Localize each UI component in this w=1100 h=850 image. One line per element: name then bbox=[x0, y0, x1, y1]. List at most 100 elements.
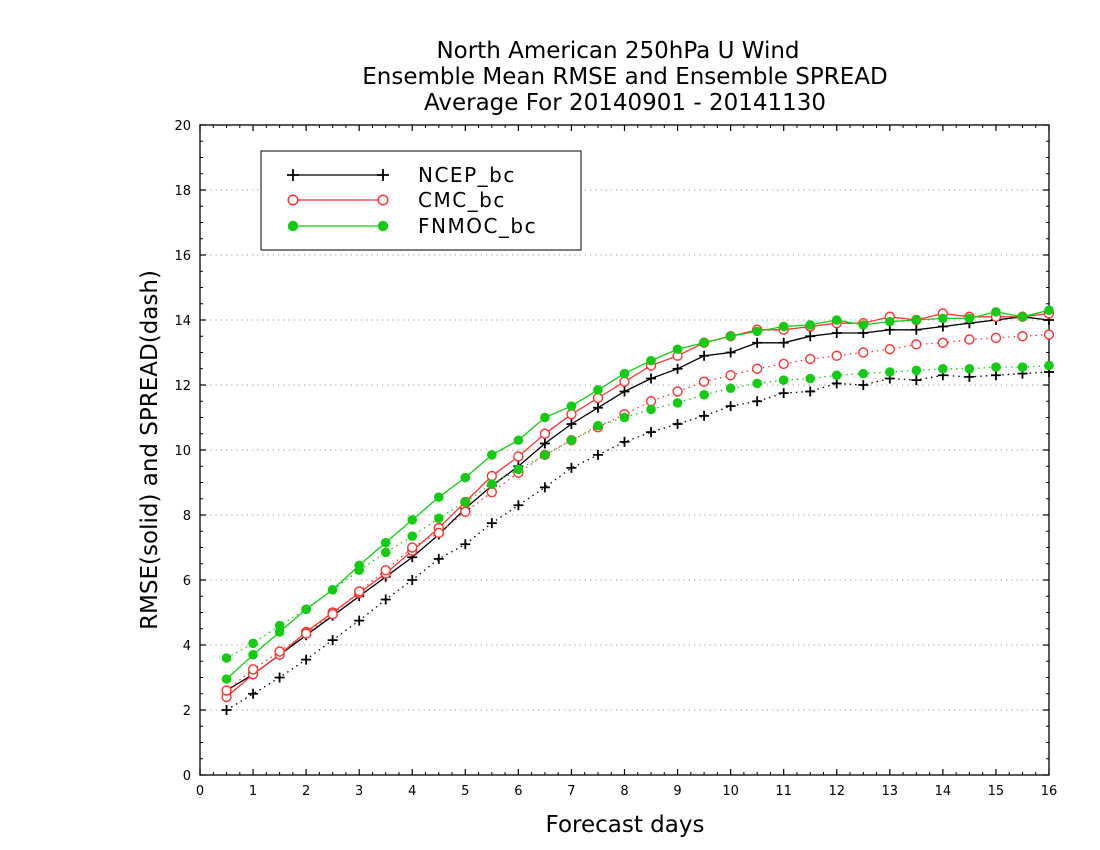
point-cmc-bc-rmse-12 bbox=[539, 428, 551, 439]
point-fnmoc-bc-spread-29 bbox=[991, 362, 1001, 372]
point-ncep-bc-spread-3 bbox=[301, 654, 312, 665]
series-fnmoc-bc-rmse bbox=[221, 305, 1054, 684]
point-cmc-bc-spread-24 bbox=[858, 347, 869, 358]
series-line-cmc-bc-spread bbox=[226, 333, 1050, 692]
y-tick-label-8: 8 bbox=[183, 509, 191, 524]
x-tick-label-12: 12 bbox=[828, 784, 845, 799]
x-tick-label-4: 4 bbox=[408, 784, 416, 799]
point-cmc-bc-spread-27 bbox=[937, 337, 949, 348]
point-fnmoc-bc-rmse-0 bbox=[221, 674, 232, 684]
point-fnmoc-bc-spread-2 bbox=[274, 620, 285, 631]
point-ncep-bc-rmse-12 bbox=[539, 438, 550, 449]
y-tick-label-2: 2 bbox=[183, 704, 191, 719]
point-fnmoc-bc-spread-22 bbox=[805, 373, 816, 384]
point-ncep-bc-spread-5 bbox=[354, 615, 365, 626]
point-cmc-bc-spread-9 bbox=[460, 506, 471, 517]
y-tick-label-20: 20 bbox=[174, 119, 191, 134]
point-cmc-bc-spread-23 bbox=[831, 350, 842, 361]
legend-marker-fnmoc-right bbox=[377, 220, 389, 232]
legend-marker-cmc-left bbox=[287, 194, 299, 206]
point-cmc-bc-rmse-15 bbox=[619, 376, 630, 387]
point-cmc-bc-spread-21 bbox=[778, 358, 789, 370]
point-cmc-bc-spread-2 bbox=[274, 646, 285, 657]
y-tick-label-16: 16 bbox=[174, 249, 191, 264]
x-tick-label-1: 1 bbox=[249, 784, 257, 799]
point-fnmoc-bc-spread-23 bbox=[831, 370, 842, 381]
point-ncep-bc-spread-8 bbox=[433, 553, 444, 564]
point-ncep-bc-spread-15 bbox=[619, 436, 630, 447]
series-fnmoc-bc-spread bbox=[221, 360, 1054, 663]
point-cmc-bc-spread-30 bbox=[1017, 331, 1028, 342]
point-fnmoc-bc-rmse-1 bbox=[248, 649, 258, 660]
point-fnmoc-bc-spread-1 bbox=[248, 638, 258, 649]
point-fnmoc-bc-rmse-27 bbox=[938, 313, 948, 324]
title-line-1: North American 250hPa U Wind bbox=[436, 38, 799, 64]
legend-marker-fnmoc-left bbox=[287, 220, 299, 232]
point-fnmoc-bc-rmse-20 bbox=[752, 326, 762, 337]
point-fnmoc-bc-rmse-10 bbox=[487, 450, 497, 460]
point-ncep-bc-spread-17 bbox=[672, 419, 683, 429]
point-fnmoc-bc-rmse-7 bbox=[407, 515, 418, 525]
point-ncep-bc-rmse-21 bbox=[778, 337, 789, 348]
plot-series bbox=[221, 305, 1055, 715]
title-line-2: Ensemble Mean RMSE and Ensemble SPREAD bbox=[362, 64, 887, 90]
point-fnmoc-bc-spread-3 bbox=[301, 604, 311, 615]
x-tick-label-16: 16 bbox=[1041, 784, 1058, 799]
x-tick-label-5: 5 bbox=[461, 784, 469, 799]
point-fnmoc-bc-rmse-9 bbox=[460, 472, 471, 483]
y-tick-label-0: 0 bbox=[183, 769, 191, 784]
point-fnmoc-bc-spread-17 bbox=[672, 398, 683, 408]
point-ncep-bc-spread-11 bbox=[513, 500, 524, 511]
point-fnmoc-bc-rmse-24 bbox=[858, 320, 869, 330]
x-tick-label-14: 14 bbox=[935, 784, 952, 799]
x-tick-label-9: 9 bbox=[673, 784, 681, 799]
point-ncep-bc-rmse-22 bbox=[805, 331, 816, 342]
point-cmc-bc-spread-6 bbox=[380, 565, 391, 576]
point-ncep-bc-spread-21 bbox=[778, 388, 789, 399]
point-fnmoc-bc-spread-10 bbox=[487, 479, 497, 489]
point-ncep-bc-spread-20 bbox=[752, 396, 763, 407]
point-fnmoc-bc-rmse-22 bbox=[805, 320, 816, 330]
point-fnmoc-bc-spread-8 bbox=[433, 513, 444, 524]
point-ncep-bc-spread-0 bbox=[221, 705, 232, 715]
chart-title: North American 250hPa U Wind Ensemble Me… bbox=[362, 38, 887, 116]
point-cmc-bc-spread-17 bbox=[672, 386, 683, 397]
point-cmc-bc-spread-10 bbox=[486, 487, 498, 498]
point-fnmoc-bc-rmse-11 bbox=[513, 435, 524, 446]
title-line-3: Average For 20140901 - 20141130 bbox=[424, 90, 826, 116]
point-fnmoc-bc-spread-6 bbox=[380, 547, 391, 558]
point-ncep-bc-rmse-20 bbox=[752, 337, 763, 348]
point-cmc-bc-spread-3 bbox=[300, 628, 312, 639]
x-tick-label-15: 15 bbox=[988, 784, 1005, 799]
x-tick-label-13: 13 bbox=[882, 784, 899, 799]
point-fnmoc-bc-rmse-26 bbox=[911, 315, 922, 325]
point-ncep-bc-rmse-14 bbox=[592, 402, 603, 413]
y-tick-label-10: 10 bbox=[174, 444, 191, 459]
y-tick-label-14: 14 bbox=[174, 314, 191, 329]
point-fnmoc-bc-spread-24 bbox=[858, 368, 869, 379]
point-fnmoc-bc-spread-7 bbox=[407, 531, 418, 541]
point-ncep-bc-spread-10 bbox=[486, 518, 497, 529]
point-ncep-bc-rmse-13 bbox=[566, 419, 577, 429]
point-fnmoc-bc-rmse-18 bbox=[699, 337, 709, 348]
point-fnmoc-bc-spread-19 bbox=[725, 383, 736, 394]
point-cmc-bc-spread-18 bbox=[698, 376, 710, 387]
point-fnmoc-bc-spread-27 bbox=[938, 363, 948, 374]
point-cmc-bc-spread-0 bbox=[221, 685, 232, 696]
point-cmc-bc-spread-4 bbox=[327, 608, 338, 620]
point-ncep-bc-spread-18 bbox=[699, 410, 710, 421]
point-ncep-bc-spread-22 bbox=[805, 386, 816, 397]
y-tick-label-12: 12 bbox=[174, 379, 191, 394]
point-ncep-bc-spread-24 bbox=[858, 380, 869, 390]
y-tick-label-4: 4 bbox=[183, 639, 191, 654]
point-fnmoc-bc-rmse-15 bbox=[619, 368, 630, 379]
point-fnmoc-bc-rmse-16 bbox=[646, 355, 656, 366]
point-ncep-bc-rmse-17 bbox=[672, 363, 683, 374]
point-fnmoc-bc-rmse-13 bbox=[566, 401, 577, 411]
point-fnmoc-bc-spread-13 bbox=[566, 435, 577, 446]
point-ncep-bc-rmse-16 bbox=[646, 373, 657, 384]
point-fnmoc-bc-rmse-29 bbox=[991, 307, 1001, 317]
point-fnmoc-bc-spread-5 bbox=[354, 565, 364, 576]
point-ncep-bc-spread-13 bbox=[566, 462, 577, 473]
